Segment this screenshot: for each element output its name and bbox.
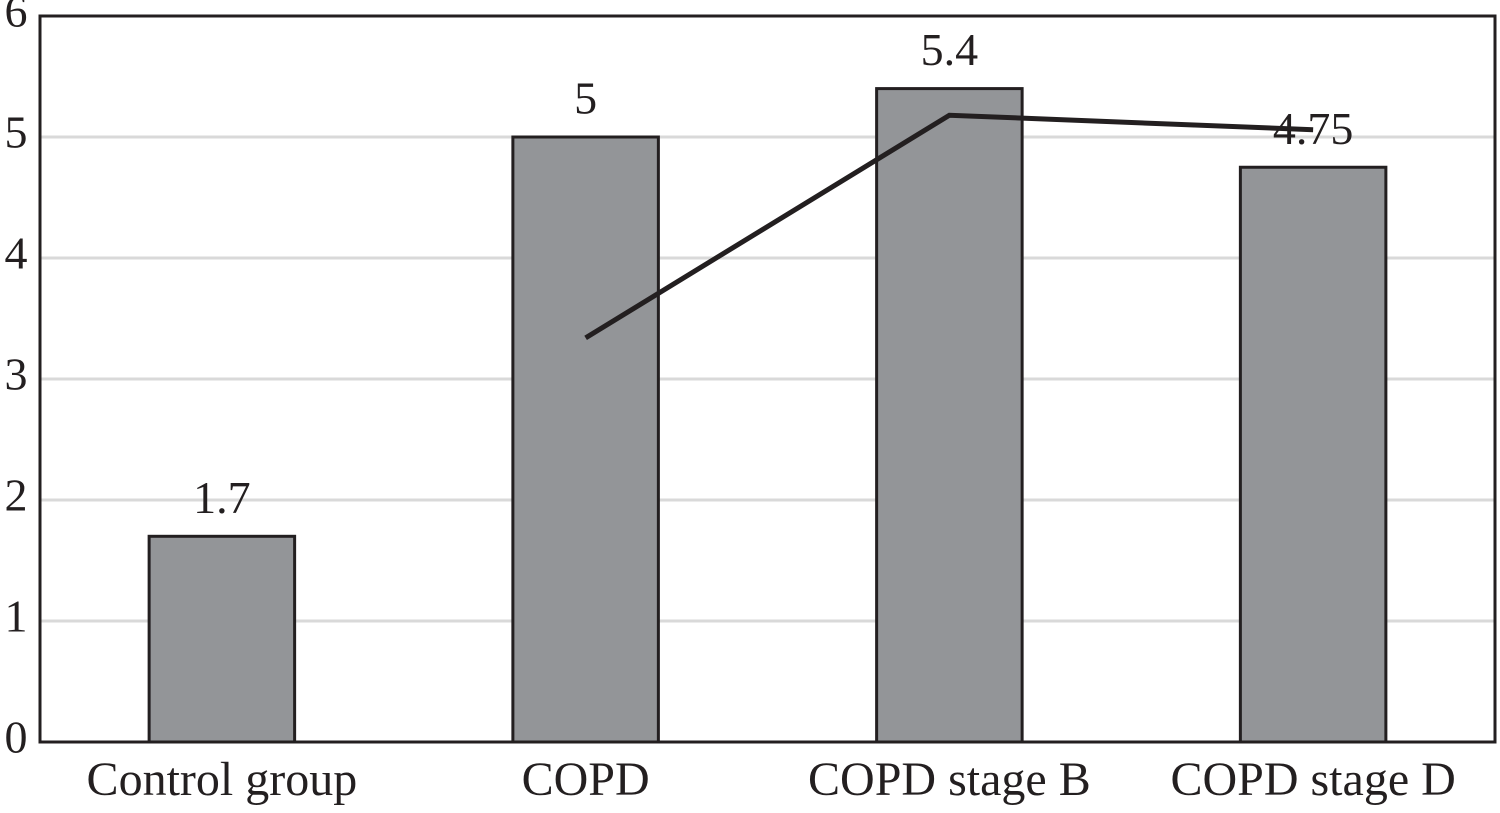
y-tick-label: 6 <box>5 0 28 37</box>
y-tick-label: 3 <box>5 349 28 400</box>
plot-frame <box>38 14 1497 744</box>
bar <box>875 87 1024 744</box>
x-tick-label: COPD stage D <box>1170 753 1455 806</box>
bar <box>511 135 660 744</box>
line <box>584 112 1314 340</box>
bar <box>1238 165 1388 744</box>
data-label: 5 <box>574 73 597 124</box>
y-tick-label: 4 <box>5 228 28 279</box>
data-label: 5.4 <box>921 24 979 75</box>
x-tick-label: COPD stage B <box>808 753 1091 806</box>
y-tick-label: 0 <box>5 712 28 763</box>
bar <box>147 534 297 744</box>
x-tick-label: Control group <box>87 753 358 806</box>
data-label: 1.7 <box>193 472 251 523</box>
x-tick-label: COPD <box>522 753 650 806</box>
y-tick-label: 2 <box>5 470 28 521</box>
y-tick-label: 5 <box>5 107 28 158</box>
y-tick-label: 1 <box>5 591 28 642</box>
